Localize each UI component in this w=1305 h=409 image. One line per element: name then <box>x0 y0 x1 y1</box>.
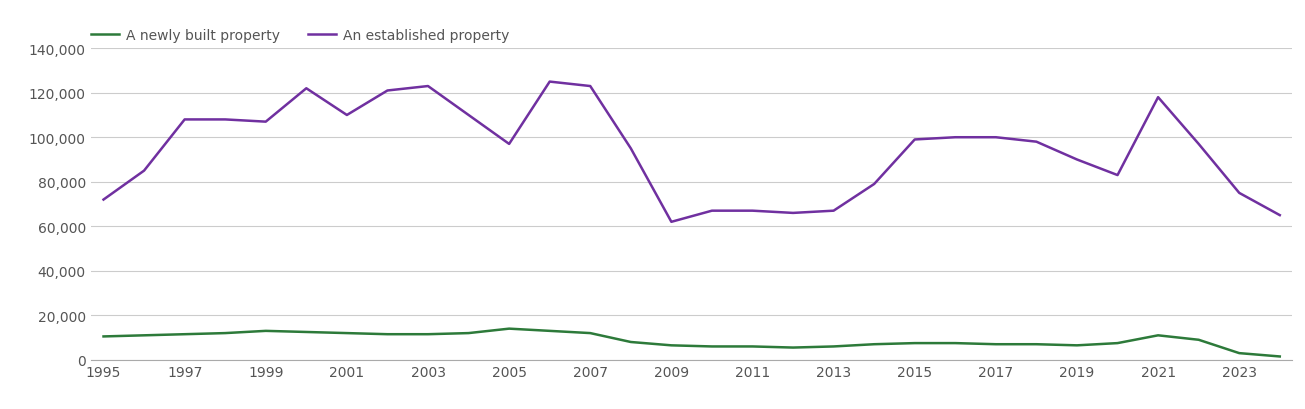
An established property <box>786 211 801 216</box>
An established property <box>420 84 436 89</box>
An established property <box>1272 213 1288 218</box>
An established property <box>1232 191 1248 196</box>
An established property <box>745 209 761 213</box>
An established property <box>1109 173 1125 178</box>
An established property <box>218 118 234 123</box>
An established property <box>1069 157 1084 162</box>
A newly built property <box>1272 354 1288 359</box>
A newly built property <box>1109 341 1125 346</box>
A newly built property <box>663 343 679 348</box>
A newly built property <box>745 344 761 349</box>
An established property <box>380 89 395 94</box>
A newly built property <box>867 342 882 347</box>
A newly built property <box>1191 337 1207 342</box>
An established property <box>663 220 679 225</box>
A newly built property <box>947 341 963 346</box>
A newly built property <box>299 330 315 335</box>
A newly built property <box>176 332 192 337</box>
An established property <box>1150 95 1165 100</box>
A newly built property <box>218 331 234 336</box>
A newly built property <box>461 331 476 336</box>
A newly built property <box>705 344 720 349</box>
An established property <box>136 169 151 174</box>
Line: An established property: An established property <box>103 82 1280 222</box>
A newly built property <box>907 341 923 346</box>
An established property <box>339 113 355 118</box>
An established property <box>461 113 476 118</box>
An established property <box>176 118 192 123</box>
A newly built property <box>622 340 638 345</box>
An established property <box>947 135 963 140</box>
An established property <box>826 209 842 213</box>
Line: A newly built property: A newly built property <box>103 329 1280 357</box>
A newly built property <box>1069 343 1084 348</box>
An established property <box>622 146 638 151</box>
An established property <box>258 120 274 125</box>
An established property <box>705 209 720 213</box>
An established property <box>1028 140 1044 145</box>
A newly built property <box>136 333 151 338</box>
An established property <box>95 198 111 202</box>
A newly built property <box>339 331 355 336</box>
A newly built property <box>542 328 557 333</box>
A newly built property <box>988 342 1004 347</box>
An established property <box>907 138 923 143</box>
Legend: A newly built property, An established property: A newly built property, An established p… <box>91 29 509 43</box>
An established property <box>542 80 557 85</box>
An established property <box>867 182 882 187</box>
A newly built property <box>1150 333 1165 338</box>
A newly built property <box>1232 351 1248 356</box>
An established property <box>1191 142 1207 147</box>
An established property <box>988 135 1004 140</box>
An established property <box>299 87 315 92</box>
A newly built property <box>826 344 842 349</box>
A newly built property <box>380 332 395 337</box>
A newly built property <box>95 334 111 339</box>
An established property <box>582 84 598 89</box>
A newly built property <box>501 326 517 331</box>
An established property <box>501 142 517 147</box>
A newly built property <box>420 332 436 337</box>
A newly built property <box>582 331 598 336</box>
A newly built property <box>258 328 274 333</box>
A newly built property <box>1028 342 1044 347</box>
A newly built property <box>786 345 801 350</box>
